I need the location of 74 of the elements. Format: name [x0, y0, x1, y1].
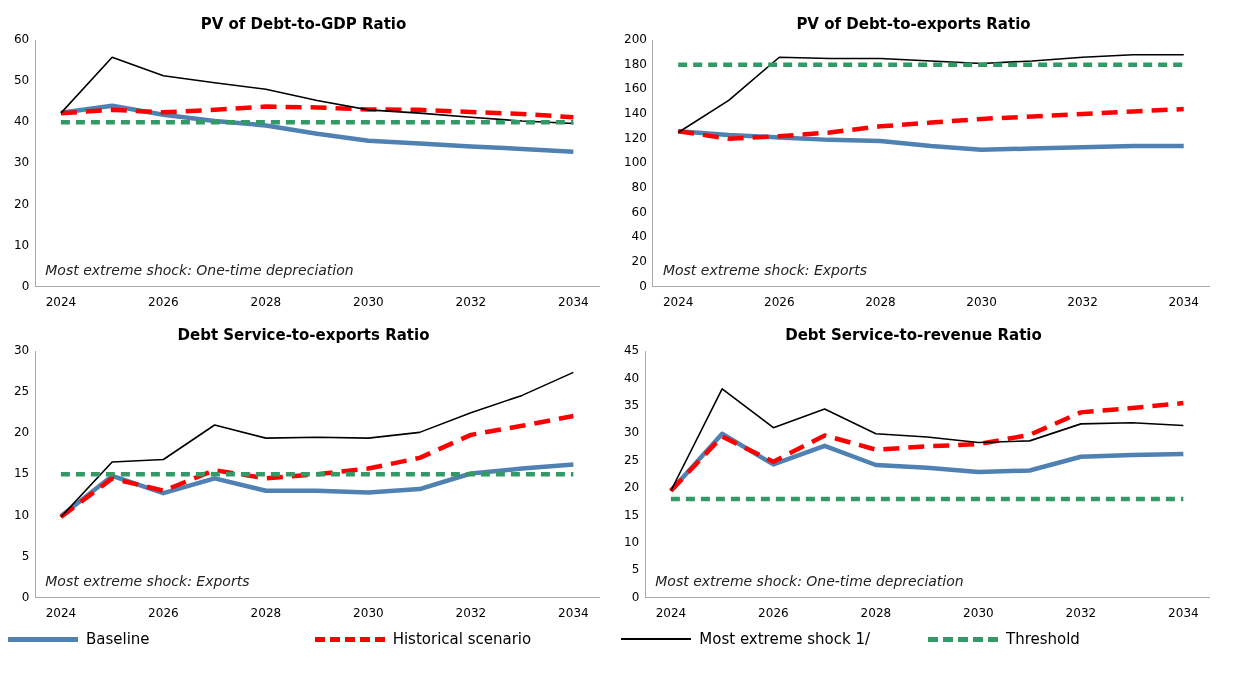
y-tick-label: 180: [624, 56, 647, 71]
x-tick-label: 2032: [1065, 605, 1097, 620]
x-tick-label: 2028: [860, 605, 892, 620]
y-tick-label: 10: [13, 507, 30, 522]
y-tick-label: 50: [13, 73, 30, 88]
y-tick-label: 25: [623, 452, 640, 467]
y-tick-label: 100: [624, 155, 647, 170]
y-tick-label: 30: [13, 343, 30, 358]
y-tick-label: 15: [13, 466, 30, 481]
y-tick-label: 140: [624, 106, 647, 121]
y-tick-label: 35: [623, 397, 640, 412]
y-tick-label: 80: [631, 180, 647, 195]
y-tick-label: 0: [639, 278, 647, 293]
x-tick-label: 2026: [148, 294, 179, 309]
legend-label: Most extreme shock 1/: [699, 630, 871, 648]
y-tick-label: 200: [624, 32, 647, 47]
x-tick-label: 2026: [148, 605, 179, 620]
y-tick-label: 0: [21, 589, 30, 604]
y-tick-label: 5: [631, 562, 640, 577]
chart-title: PV of Debt-to-GDP Ratio: [200, 14, 407, 33]
chart-title: PV of Debt-to-exports Ratio: [796, 14, 1031, 33]
x-tick-label: 2030: [966, 294, 997, 309]
y-tick-label: 15: [623, 507, 640, 522]
x-tick-label: 2034: [558, 294, 589, 309]
x-tick-label: 2030: [353, 294, 384, 309]
y-tick-label: 40: [13, 114, 30, 129]
y-tick-label: 0: [631, 589, 640, 604]
legend-label: Baseline: [86, 630, 150, 648]
legend-label: Historical scenario: [392, 630, 532, 648]
y-tick-label: 30: [623, 425, 640, 440]
annotation: Most extreme shock: Exports: [662, 262, 868, 279]
line-series: [675, 106, 1186, 141]
x-tick-label: 2032: [455, 605, 487, 620]
x-tick-label: 2030: [963, 605, 994, 620]
y-tick-label: 120: [624, 130, 647, 145]
x-tick-label: 2024: [45, 605, 77, 620]
x-tick-label: 2032: [1067, 294, 1098, 309]
y-tick-label: 20: [13, 425, 30, 440]
y-tick-label: 60: [13, 32, 30, 47]
line-series: [58, 104, 576, 120]
annotation: Most extreme shock: One-time depreciation: [655, 573, 964, 590]
y-tick-label: 60: [631, 204, 647, 219]
y-tick-label: 20: [623, 480, 640, 495]
y-tick-label: 20: [631, 254, 647, 269]
x-tick-label: 2026: [764, 294, 795, 309]
x-tick-label: 2028: [250, 294, 282, 309]
x-tick-label: 2024: [655, 605, 687, 620]
y-tick-label: 160: [624, 81, 647, 96]
legend-label: Threshold: [1005, 630, 1080, 648]
chart-title: Debt Service-to-revenue Ratio: [785, 325, 1042, 344]
y-tick-label: 45: [623, 343, 640, 358]
chart-title: Debt Service-to-exports Ratio: [177, 325, 430, 344]
y-tick-label: 0: [21, 278, 30, 293]
x-tick-label: 2026: [758, 605, 789, 620]
x-tick-label: 2024: [662, 294, 694, 309]
y-tick-label: 5: [21, 548, 30, 563]
line-series: [58, 413, 576, 520]
x-tick-label: 2028: [250, 605, 282, 620]
x-tick-label: 2024: [45, 294, 77, 309]
y-tick-label: 30: [13, 155, 30, 170]
x-tick-label: 2032: [455, 294, 487, 309]
x-tick-label: 2028: [865, 294, 896, 309]
y-tick-label: 40: [623, 370, 640, 385]
x-tick-label: 2034: [558, 605, 589, 620]
x-tick-label: 2030: [353, 605, 384, 620]
y-tick-label: 40: [631, 229, 647, 244]
y-tick-label: 10: [13, 237, 30, 252]
x-tick-label: 2034: [1168, 605, 1199, 620]
annotation: Most extreme shock: Exports: [45, 573, 250, 590]
annotation: Most extreme shock: One-time depreciation: [45, 262, 354, 279]
y-tick-label: 20: [13, 196, 30, 211]
x-tick-label: 2034: [1168, 294, 1199, 309]
y-tick-label: 25: [13, 384, 30, 399]
y-tick-label: 10: [623, 534, 640, 549]
